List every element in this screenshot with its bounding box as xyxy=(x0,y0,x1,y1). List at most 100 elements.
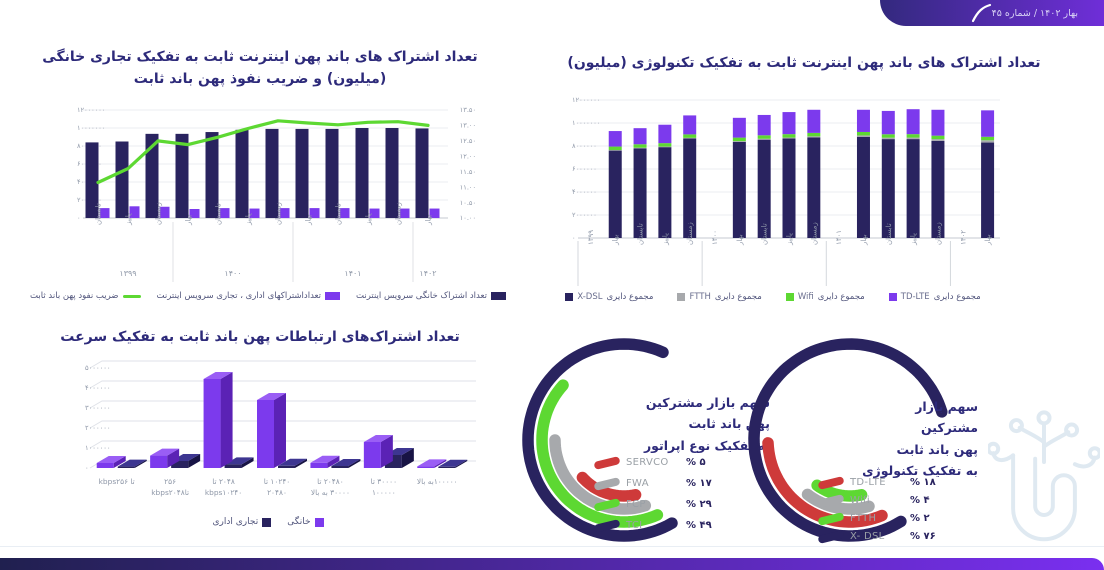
footer-separator xyxy=(0,546,1104,547)
svg-text:پاییز: پاییز xyxy=(245,213,253,226)
legend-square-swatch xyxy=(785,293,794,301)
operator-share-donut xyxy=(522,338,678,542)
svg-text:۲۰۰۰۰۰۰: ۲۰۰۰۰۰۰ xyxy=(85,424,111,432)
legend-label: X- DSL xyxy=(850,531,885,542)
svg-text:۳۰۰۰۰۰۰: ۳۰۰۰۰۰۰ xyxy=(85,404,111,412)
svg-text:۱۴۰۰: ۱۴۰۰ xyxy=(224,269,241,278)
legend-label-fa: مجموع دایری xyxy=(714,292,762,302)
legend-label: ضریب نفود پهن باند ثابت xyxy=(30,291,119,301)
badge-swoosh-icon xyxy=(971,3,991,23)
svg-text:۱۰.۵۰: ۱۰.۵۰ xyxy=(460,199,476,207)
svg-text:پاییز: پاییز xyxy=(661,233,669,246)
svg-text:۱۲۰۰۰۰۰۰: ۱۲۰۰۰۰۰۰ xyxy=(572,96,600,104)
technology-stacked-chart: ۱۲۰۰۰۰۰۰ ۱۰۰۰۰۰۰۰ ۸۰۰۰۰۰۰ ۶۰۰۰۰۰۰ ۴۰۰۰۰۰۰ ۲۰۰… xyxy=(572,96,1000,286)
svg-text:۱۴۰۱: ۱۴۰۱ xyxy=(835,230,843,245)
combo-chart-legend: تعداد اشتراک خانگی سرویس اینترنت تعداداشت… xyxy=(28,291,508,301)
svg-text:۲۰۴۸۰: ۲۰۴۸۰ xyxy=(267,488,287,497)
legend-arc-swatch xyxy=(817,511,845,527)
svg-text:۱۳.۵۰: ۱۳.۵۰ xyxy=(460,106,476,114)
legend-percent: ۴ % xyxy=(910,495,930,506)
svg-text:بهار: بهار xyxy=(305,214,313,226)
legend-arc-swatch xyxy=(593,455,621,470)
svg-text:زمستان: زمستان xyxy=(810,222,818,245)
legend-square-swatch xyxy=(490,292,506,300)
svg-text:پاییز: پاییز xyxy=(125,213,133,226)
svg-text:۱۴۰۱: ۱۴۰۱ xyxy=(344,269,361,278)
svg-text:بهار: بهار xyxy=(984,234,992,246)
svg-text:۲۰۴۸۰ تا: ۲۰۴۸۰ تا xyxy=(317,477,344,486)
speed-chart-legend: خانگی تجاری اداری xyxy=(28,517,508,527)
svg-text:تابستان: تابستان xyxy=(885,223,893,245)
svg-text:بهار: بهار xyxy=(860,234,868,246)
legend-percent: ۲۹ % xyxy=(686,499,712,510)
svg-text:۱۳۹۹: ۱۳۹۹ xyxy=(119,269,136,278)
technology-share-title: سهم بازار مشترکین پهن باند ثابت به تفکیک… xyxy=(862,399,978,478)
legend-square-swatch xyxy=(888,293,897,301)
svg-text:۱۳۹۹: ۱۳۹۹ xyxy=(587,230,595,245)
svg-text:۱۳.۰۰: ۱۳.۰۰ xyxy=(460,122,476,130)
legend-item-business: تجاری اداری xyxy=(213,517,272,527)
svg-text:تابستان: تابستان xyxy=(335,203,343,225)
legend-arc-swatch xyxy=(817,475,845,491)
speed-chart-title: تعداد اشتراک‌های ارتباطات پهن باند ثابت … xyxy=(60,329,460,345)
svg-text:بهار: بهار xyxy=(612,234,620,246)
legend-item-TD-LTE: TD-LTE مجموع دایری xyxy=(888,292,981,302)
svg-text:۵۰۰۰۰۰۰: ۵۰۰۰۰۰۰ xyxy=(85,364,111,372)
legend-item-home: خانگی xyxy=(287,517,324,527)
legend-label: Wifi xyxy=(850,495,870,506)
footer-bar xyxy=(0,558,1104,570)
legend-label-en: TD-LTE xyxy=(900,292,930,302)
legend-percent: ۱۸ % xyxy=(910,477,936,488)
legend-square-swatch xyxy=(565,293,574,301)
svg-text:۱۰۰۰۰۰۰۰: ۱۰۰۰۰۰۰۰ xyxy=(572,119,600,127)
legend-label: تجاری اداری xyxy=(212,517,259,527)
svg-text:بهار: بهار xyxy=(185,214,193,226)
legend-square-swatch xyxy=(262,517,272,527)
legend-arc-swatch xyxy=(593,476,621,491)
svg-text:۱۲۰۰۰۰۰۰: ۱۲۰۰۰۰۰۰ xyxy=(77,106,105,114)
issue-badge: بهار ۱۴۰۲ / شماره ۴۵ xyxy=(880,0,1104,26)
legend-item-Wifi: Wifi مجموع دایری xyxy=(785,292,865,302)
svg-text:۴۰۰۰۰۰۰: ۴۰۰۰۰۰۰ xyxy=(85,384,111,392)
svg-text:تابستان: تابستان xyxy=(637,223,645,245)
svg-text:۳۰۰۰۰ تا: ۳۰۰۰۰ تا xyxy=(371,477,398,486)
svg-text:۱۴۰۲: ۱۴۰۲ xyxy=(419,269,436,278)
legend-percent: ۱۷ % xyxy=(686,478,712,489)
legend-label: FCP xyxy=(626,499,646,510)
stacked-chart-title: تعداد اشتراک های باند پهن اینترنت ثابت ب… xyxy=(567,55,1041,71)
svg-text:تابستان: تابستان xyxy=(215,203,223,225)
legend-label: FTTH xyxy=(850,513,877,524)
svg-text:زمستان: زمستان xyxy=(155,202,163,225)
operator-share-legend: SERVCO ۵ % FWA ۱۷ % FCP ۲۹ % TCI ۴۹ % xyxy=(593,452,712,536)
technology-share-legend: TD-LTE ۱۸ % Wifi ۴ % FTTH ۲ % X- DSL ۷۶ % xyxy=(817,474,936,546)
svg-text:۱۲.۵۰: ۱۲.۵۰ xyxy=(460,137,476,145)
legend-label: FWA xyxy=(626,478,649,489)
combo-chart-title: تعداد اشتراک های باند پهن اینترنت ثابت ب… xyxy=(42,49,478,88)
svg-text:تابستان: تابستان xyxy=(95,203,103,225)
svg-text:۱۴۰۰: ۱۴۰۰ xyxy=(711,230,719,245)
svg-text:۳۰۰۰۰ به بالا: ۳۰۰۰۰ به بالا xyxy=(311,488,350,497)
legend-percent: ۲ % xyxy=(910,513,930,524)
svg-text:۰: ۰ xyxy=(85,464,89,472)
legend-line-swatch xyxy=(122,294,141,298)
svg-text:۱۰.۰۰: ۱۰.۰۰ xyxy=(460,214,476,222)
svg-text:زمستان: زمستان xyxy=(686,222,694,245)
legend-label: TCI xyxy=(626,520,643,531)
legend-percent: ۴۹ % xyxy=(686,520,712,531)
svg-text:تا kbps۲۵۶: تا kbps۲۵۶ xyxy=(99,477,135,486)
svg-text:۰: ۰ xyxy=(572,234,576,242)
legend-arc-swatch xyxy=(817,529,845,545)
legend-square-swatch xyxy=(314,517,324,527)
svg-text:۲۰۴۸ تا: ۲۰۴۸ تا xyxy=(212,477,235,486)
legend-label: تعداد اشتراک خانگی سرویس اینترنت xyxy=(356,291,487,301)
legend-arc-swatch xyxy=(817,493,845,509)
svg-text:زمستان: زمستان xyxy=(934,222,942,245)
svg-text:۸۰۰۰۰۰۰: ۸۰۰۰۰۰۰ xyxy=(572,142,597,150)
legend-percent: ۷۶ % xyxy=(910,531,936,542)
legend-percent: ۵ % xyxy=(686,457,706,468)
svg-text:۱۱.۵۰: ۱۱.۵۰ xyxy=(460,168,476,176)
legend-label: TD-LTE xyxy=(850,477,886,488)
legend-item-1: تعداداشتراکهای اداری ، تجاری سرویس اینتر… xyxy=(157,291,340,301)
legend-square-swatch xyxy=(677,293,686,301)
legend-item-X-DSL: X-DSL مجموع دایری xyxy=(565,292,653,302)
